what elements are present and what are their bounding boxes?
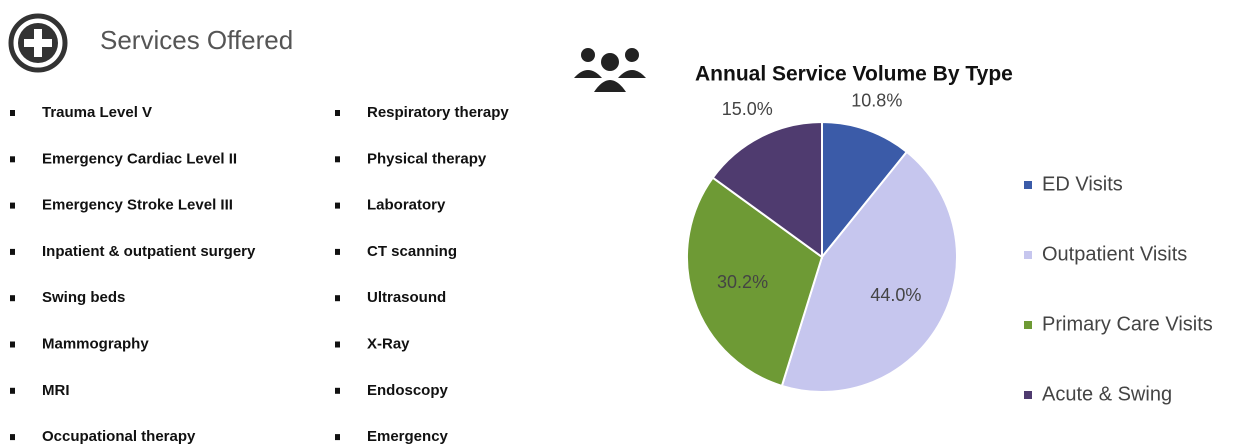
legend-swatch [1024, 321, 1032, 329]
bullet [10, 156, 15, 163]
pie-slice [821, 120, 909, 260]
service-item: Ultrasound [367, 289, 446, 306]
service-item: Swing beds [42, 289, 125, 306]
bullet [10, 387, 15, 394]
service-item: Occupational therapy [42, 428, 196, 445]
service-item: Emergency [367, 428, 449, 445]
slice-label: 15.0% [722, 99, 773, 119]
bullet [335, 341, 340, 348]
bullet [335, 248, 340, 255]
pie-slice [780, 150, 958, 393]
bullet [10, 202, 15, 209]
bullet [335, 202, 340, 209]
legend-label: Primary Care Visits [1042, 313, 1213, 335]
service-item: CT scanning [367, 243, 457, 260]
legend-label: ED Visits [1042, 173, 1123, 195]
bullet [335, 434, 340, 441]
section-title: Services Offered [100, 25, 293, 55]
bullet [335, 387, 340, 394]
service-item: Emergency Cardiac Level II [42, 150, 237, 167]
legend-swatch [1024, 251, 1032, 259]
service-item: Physical therapy [367, 150, 487, 167]
service-item: MRI [42, 382, 70, 399]
bullet [10, 434, 15, 441]
slice-label: 10.8% [851, 90, 902, 110]
service-item: Laboratory [367, 197, 446, 214]
service-item: Trauma Level V [42, 104, 152, 121]
service-item: X-Ray [367, 335, 410, 352]
bullet [10, 248, 15, 255]
bullet [10, 110, 15, 116]
bullet [10, 295, 15, 302]
plus-icon [8, 13, 68, 73]
service-item: Mammography [42, 335, 149, 352]
service-item: Emergency Stroke Level III [42, 197, 233, 214]
service-item: Inpatient & outpatient surgery [42, 243, 256, 260]
bullet [335, 295, 340, 302]
legend-label: Outpatient Visits [1042, 243, 1187, 265]
pie-slice [711, 120, 823, 259]
bullet [335, 156, 340, 163]
legend-swatch [1024, 181, 1032, 189]
service-item: Endoscopy [367, 382, 449, 399]
slice-label: 44.0% [870, 285, 921, 305]
bullet [10, 341, 15, 348]
slice-label: 30.2% [717, 272, 768, 292]
chart-title: Annual Service Volume By Type [695, 63, 1013, 86]
legend-swatch [1024, 391, 1032, 399]
legend-label: Acute & Swing [1042, 383, 1172, 405]
pie-slice [686, 176, 824, 388]
service-item: Respiratory therapy [367, 104, 509, 121]
bullet [335, 110, 340, 116]
people-icon [574, 48, 646, 92]
